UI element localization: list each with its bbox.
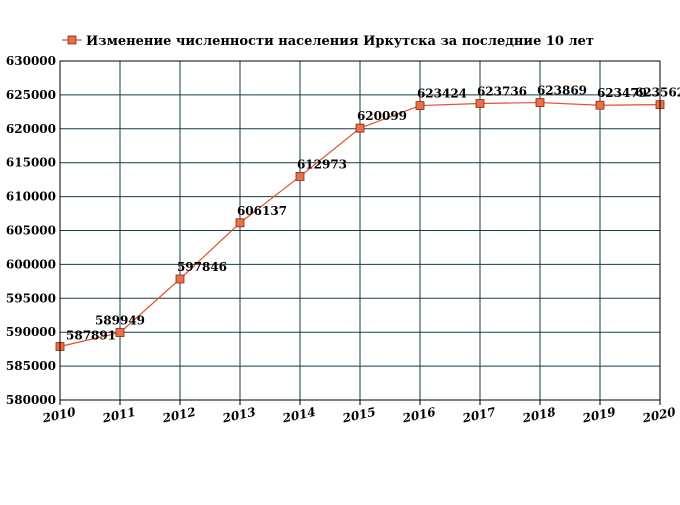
legend-marker: [67, 35, 77, 45]
data-point-marker: [415, 101, 425, 110]
legend-label: Изменение численности населения Иркутска…: [86, 34, 594, 49]
y-tick-label: 595000: [6, 291, 56, 305]
data-point-marker: [595, 100, 605, 110]
data-point-marker: [115, 328, 125, 337]
x-tick-label: 2020: [640, 405, 677, 426]
y-tick-label: 580000: [6, 393, 56, 407]
y-tick-label: 605000: [6, 224, 56, 238]
x-tick-label: 2013: [220, 405, 257, 426]
data-label: 587891: [66, 328, 116, 342]
y-tick-label: 585000: [6, 359, 56, 373]
data-label: 589949: [95, 314, 145, 328]
y-axis-ticks: 580000 585000 590000 595000 600000 605000 6100…: [6, 54, 56, 407]
x-tick-label: 2010: [40, 405, 77, 426]
x-tick-label: 2011: [100, 405, 137, 426]
data-point-marker: [535, 98, 545, 107]
x-tick-label: 2018: [520, 405, 557, 426]
y-tick-label: 610000: [6, 190, 56, 204]
data-point-marker: [295, 172, 305, 181]
x-tick-label: 2016: [400, 405, 437, 426]
x-tick-label: 2014: [280, 405, 317, 426]
data-point-marker: [355, 123, 365, 133]
x-tick-label: 2012: [160, 405, 197, 426]
y-tick-label: 590000: [6, 325, 56, 339]
y-tick-label: 615000: [6, 156, 56, 170]
x-axis-ticks: 2010 2011 2012 2013 2014 2015 2016 2017 2018 2019…: [40, 405, 677, 426]
data-point-marker: [175, 274, 185, 284]
y-tick-label: 625000: [6, 88, 56, 102]
x-tick-label: 2019: [580, 405, 617, 426]
data-label: 623869: [537, 84, 587, 98]
data-label: 612973: [297, 157, 347, 171]
data-point-marker: [475, 99, 485, 108]
data-label: 606137: [237, 204, 287, 218]
data-label: 597846: [177, 260, 227, 274]
data-label: 623562: [635, 86, 680, 100]
x-tick-label: 2015: [340, 405, 377, 426]
data-point-marker: [235, 218, 245, 228]
y-tick-label: 630000: [6, 54, 56, 68]
data-label: 623479: [597, 86, 647, 100]
y-tick-label: 600000: [6, 257, 56, 271]
x-tick-label: 2017: [460, 405, 497, 426]
legend: Изменение численности населения Иркутска…: [62, 34, 594, 49]
data-label: 620099: [357, 109, 407, 123]
data-label: 623736: [477, 84, 527, 98]
data-label: 623424: [417, 87, 467, 101]
plot-frame: [59, 60, 661, 401]
y-tick-label: 620000: [6, 122, 56, 136]
